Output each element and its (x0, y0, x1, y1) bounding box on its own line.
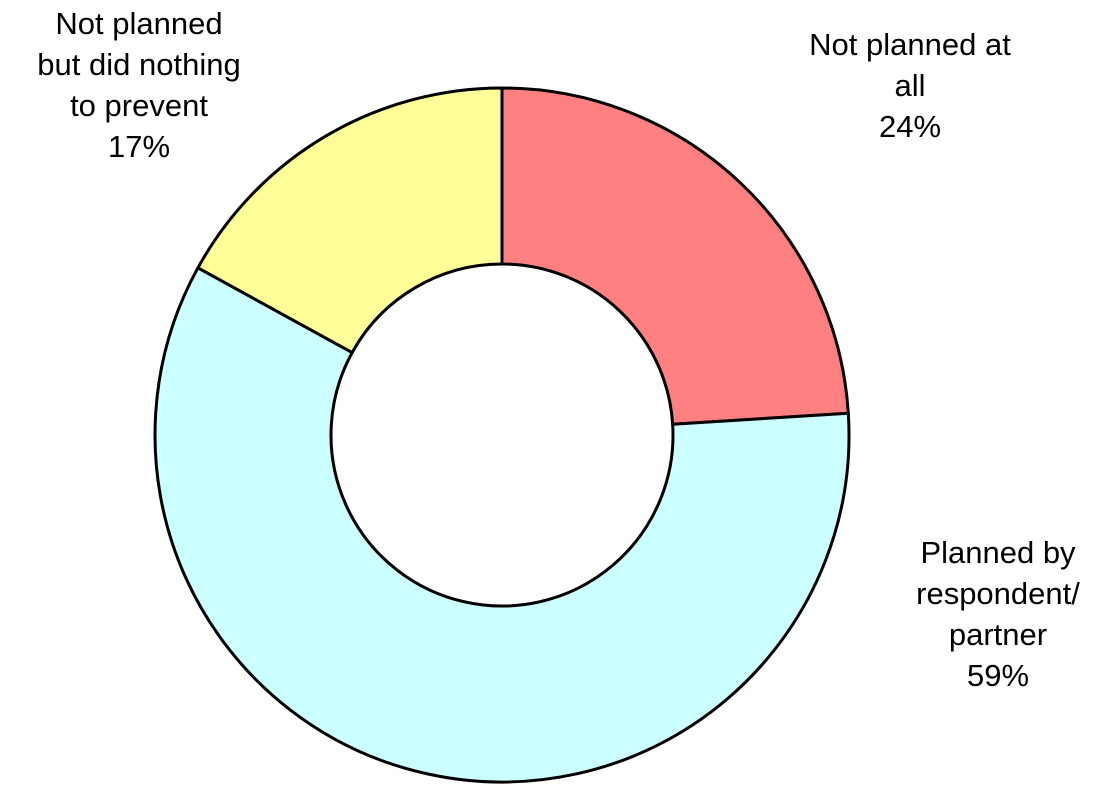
data-label-line: respondent/ (916, 576, 1080, 611)
data-label-line: partner (949, 617, 1047, 652)
slices-group (153, 86, 851, 784)
data-label-line: to prevent (70, 88, 208, 123)
slice-planned-by-respondent (153, 266, 851, 784)
data-label-line: 59% (967, 658, 1029, 693)
data-label-line: but did nothing (37, 47, 240, 82)
data-label-not-planned-did-nothing: Not planned but did nothing to prevent 17% (37, 6, 240, 164)
data-label-line: 17% (108, 129, 170, 164)
slice-not-planned-at-all (500, 86, 850, 426)
data-label-planned-by-respondent: Planned by respondent/partner 59% (916, 535, 1080, 693)
data-label-line: Planned by (920, 535, 1076, 570)
data-label-line: Not planned at (809, 27, 1011, 62)
data-label-line: all (894, 68, 925, 103)
data-label-line: Not planned (55, 6, 222, 41)
data-label-line: 24% (879, 109, 941, 144)
slice-not-planned-did-nothing (196, 86, 504, 355)
labels-group: Not planned at all 24% Planned by respondent… (37, 6, 1080, 693)
data-label-not-planned-at-all: Not planned at all 24% (809, 27, 1011, 144)
